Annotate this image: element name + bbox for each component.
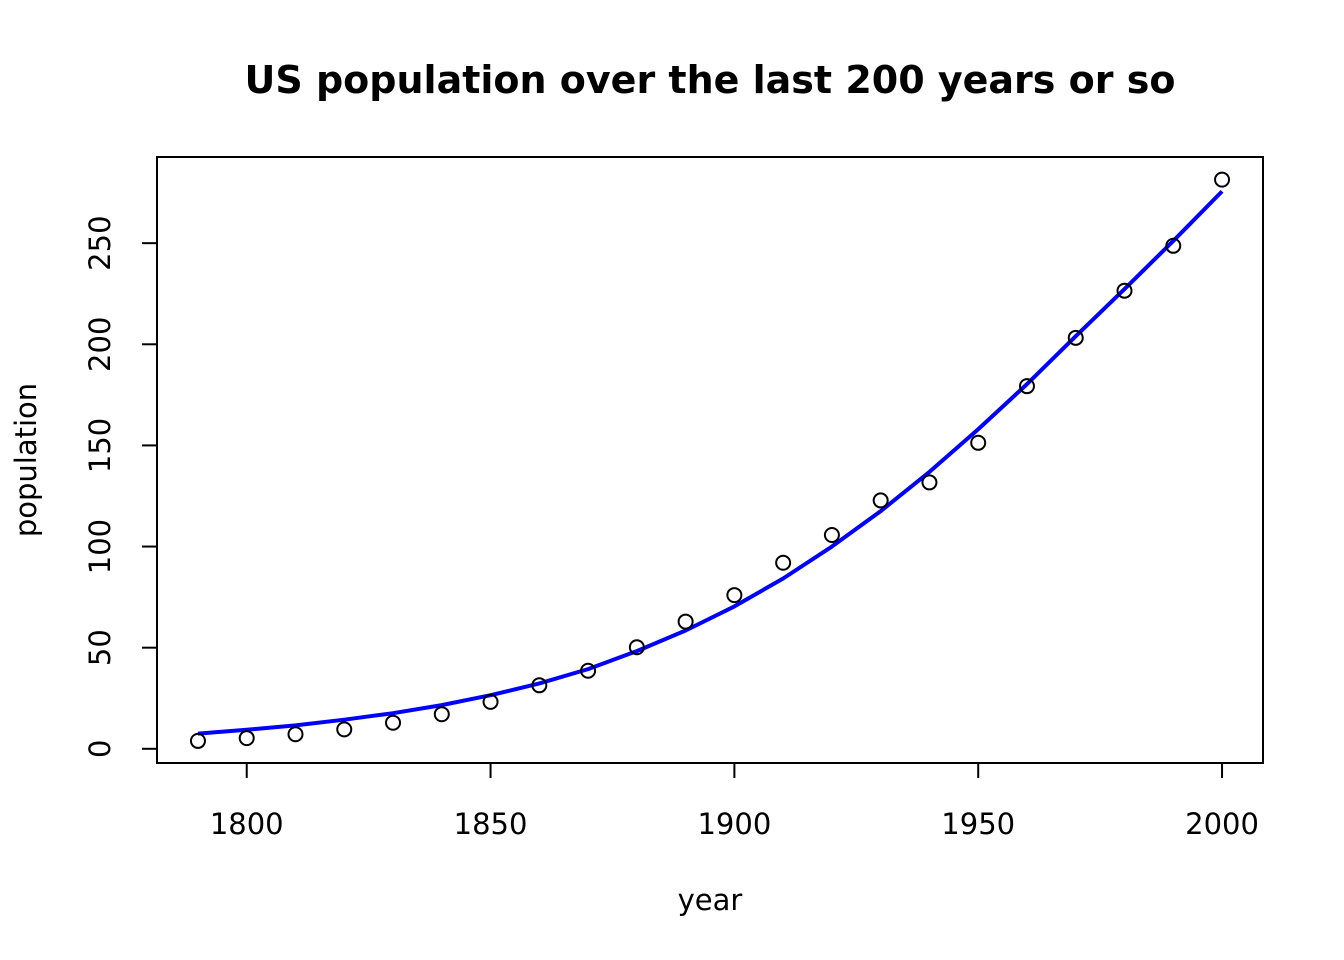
x-tick-label: 2000 (1185, 807, 1259, 841)
data-point (531, 677, 548, 694)
data-point (823, 527, 840, 544)
x-axis-label: year (678, 883, 743, 917)
y-tick-label: 250 (83, 215, 117, 270)
y-tick-label: 100 (83, 519, 117, 574)
data-point (336, 721, 353, 738)
data-point (1214, 171, 1231, 188)
data-point (872, 492, 889, 509)
data-point (921, 474, 938, 491)
data-point (775, 554, 792, 571)
data-point (970, 434, 987, 451)
y-axis: 0 50 100 150 200 250 (83, 215, 158, 758)
fitted-curve (197, 189, 1224, 736)
data-point (482, 693, 499, 710)
x-axis: 1800 1850 1900 1950 2000 (210, 762, 1259, 841)
x-tick-label: 1800 (210, 807, 284, 841)
data-point (238, 730, 255, 747)
x-tick-label: 1900 (697, 807, 771, 841)
data-point (189, 732, 206, 749)
data-point (385, 714, 402, 731)
data-point (726, 587, 743, 604)
data-point (1018, 378, 1035, 395)
data-point (1116, 282, 1133, 299)
data-point (287, 726, 304, 743)
fitted-curve-layer (197, 189, 1224, 736)
y-tick-label: 50 (83, 629, 117, 666)
data-points-layer (189, 171, 1231, 749)
y-tick-label: 200 (83, 317, 117, 372)
x-tick-label: 1850 (454, 807, 528, 841)
data-point (677, 613, 694, 630)
data-point (580, 662, 597, 679)
data-point (628, 639, 645, 656)
data-point (1067, 329, 1084, 346)
plot-frame (156, 156, 1264, 764)
data-point (433, 706, 450, 723)
y-tick-label: 150 (83, 418, 117, 473)
y-tick-label: 0 (83, 740, 117, 758)
chart-title: US population over the last 200 years or… (245, 58, 1176, 102)
data-point (1165, 237, 1182, 254)
y-axis-label: population (9, 383, 43, 537)
x-tick-label: 1950 (941, 807, 1015, 841)
